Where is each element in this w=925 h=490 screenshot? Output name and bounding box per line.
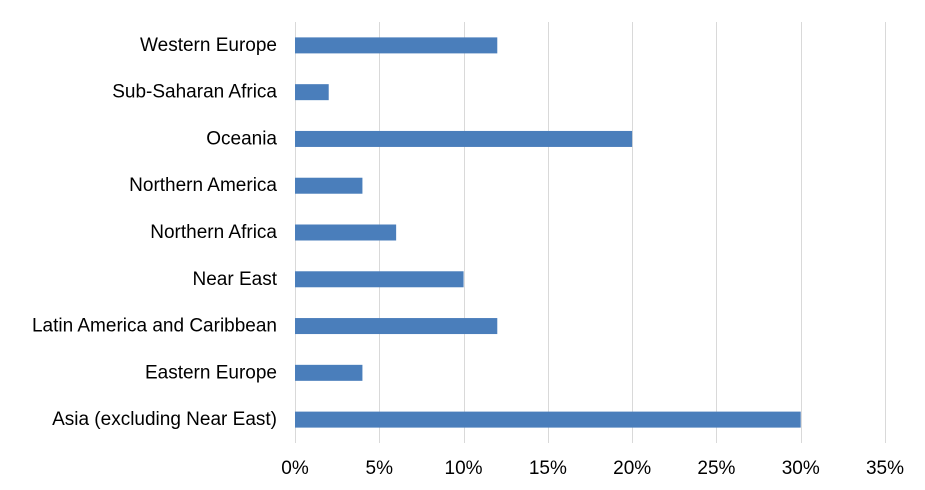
x-tick-label-6: 30% xyxy=(782,458,820,479)
bar-0 xyxy=(295,37,498,54)
bar-8 xyxy=(295,411,801,428)
x-tick-label-1: 5% xyxy=(366,458,394,479)
bar-3 xyxy=(295,177,363,194)
category-label-6: Latin America and Caribbean xyxy=(32,316,277,337)
category-label-3: Northern America xyxy=(129,175,277,196)
category-label-0: Western Europe xyxy=(140,35,277,56)
category-label-7: Eastern Europe xyxy=(145,362,277,383)
bar-6 xyxy=(295,318,498,335)
category-labels: Western Europe Sub-Saharan Africa Oceania N… xyxy=(32,35,278,430)
bar-5 xyxy=(295,271,464,288)
x-tick-label-0: 0% xyxy=(281,458,309,479)
x-tick-label-7: 35% xyxy=(866,458,904,479)
x-tick-label-4: 20% xyxy=(613,458,651,479)
bar-7 xyxy=(295,364,363,381)
bars xyxy=(295,37,801,428)
bar-2 xyxy=(295,130,633,147)
bar-4 xyxy=(295,224,397,241)
gridlines xyxy=(295,22,886,443)
x-tick-label-5: 25% xyxy=(697,458,735,479)
category-label-4: Northern Africa xyxy=(150,222,277,243)
x-tick-labels: 0% 5% 10% 15% 20% 25% 30% 35% xyxy=(281,458,904,479)
bar-1 xyxy=(295,84,329,101)
x-tick-label-3: 15% xyxy=(529,458,567,479)
category-label-2: Oceania xyxy=(206,128,277,149)
category-label-8: Asia (excluding Near East) xyxy=(52,409,277,430)
category-label-5: Near East xyxy=(193,269,278,290)
category-label-1: Sub-Saharan Africa xyxy=(112,82,277,103)
x-tick-label-2: 10% xyxy=(445,458,483,479)
